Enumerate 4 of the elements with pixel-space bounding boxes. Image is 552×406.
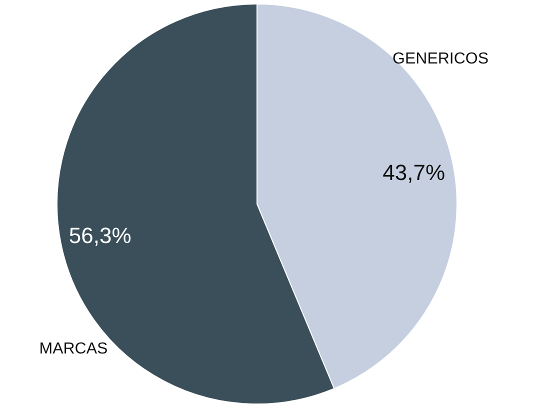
data-label: 43,7% [382, 160, 446, 186]
slice-label: MARCAS [39, 340, 108, 358]
data-label: 56,3% [68, 222, 132, 248]
slice-label: GENERICOS [392, 50, 489, 68]
